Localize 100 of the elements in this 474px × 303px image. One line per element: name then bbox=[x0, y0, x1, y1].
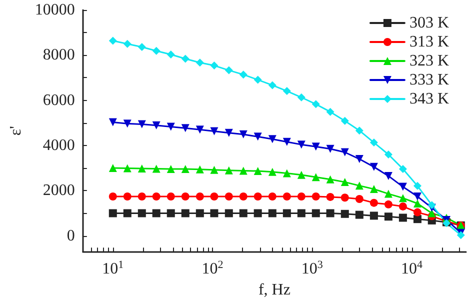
point bbox=[282, 138, 291, 146]
point bbox=[181, 54, 190, 63]
point bbox=[413, 200, 422, 208]
point bbox=[312, 142, 320, 151]
point bbox=[224, 66, 233, 74]
point bbox=[152, 121, 160, 130]
point bbox=[196, 192, 204, 201]
point bbox=[224, 128, 233, 137]
point bbox=[398, 194, 407, 202]
point bbox=[254, 209, 262, 218]
point bbox=[239, 192, 248, 201]
point bbox=[355, 210, 364, 219]
point bbox=[210, 166, 218, 174]
point bbox=[181, 209, 190, 218]
point bbox=[224, 166, 233, 174]
point bbox=[181, 192, 190, 201]
point bbox=[428, 201, 436, 210]
point bbox=[326, 175, 334, 184]
point bbox=[326, 144, 334, 153]
point bbox=[384, 212, 392, 221]
legend-label: 333 K bbox=[409, 72, 450, 88]
point bbox=[181, 164, 190, 173]
legend-label: 343 K bbox=[409, 90, 450, 108]
point bbox=[108, 192, 117, 201]
point bbox=[123, 40, 132, 48]
point bbox=[152, 209, 160, 218]
point bbox=[268, 209, 276, 218]
point bbox=[312, 209, 320, 218]
point bbox=[297, 93, 306, 102]
point bbox=[297, 192, 306, 201]
legend-label: 323 K bbox=[409, 52, 450, 70]
point bbox=[282, 209, 291, 218]
y-axis-title: ε' bbox=[8, 126, 24, 136]
x-axis-title: f, Hz bbox=[258, 282, 290, 298]
point bbox=[138, 209, 146, 218]
point bbox=[340, 210, 349, 218]
point bbox=[152, 164, 160, 173]
point bbox=[268, 81, 276, 90]
point bbox=[413, 192, 422, 201]
point bbox=[355, 194, 364, 203]
point bbox=[239, 130, 248, 138]
point bbox=[282, 169, 291, 178]
point bbox=[312, 192, 320, 201]
point bbox=[413, 215, 422, 224]
point bbox=[108, 209, 117, 218]
point bbox=[384, 190, 392, 198]
point bbox=[384, 200, 392, 208]
point bbox=[254, 132, 262, 141]
point bbox=[355, 155, 364, 164]
point bbox=[398, 182, 407, 191]
y-tick-label: 4000 bbox=[42, 136, 75, 154]
point bbox=[210, 209, 218, 218]
point bbox=[370, 212, 378, 220]
point bbox=[166, 122, 175, 131]
point bbox=[413, 182, 422, 190]
legend-label: 303 K bbox=[409, 14, 450, 32]
point bbox=[370, 198, 378, 207]
point bbox=[268, 192, 276, 201]
point bbox=[152, 192, 160, 201]
point bbox=[254, 192, 262, 201]
point bbox=[312, 100, 320, 108]
point bbox=[166, 164, 175, 173]
point bbox=[297, 209, 306, 218]
point bbox=[413, 208, 422, 216]
point bbox=[254, 76, 262, 84]
point bbox=[370, 138, 378, 147]
point bbox=[108, 36, 117, 45]
point bbox=[312, 173, 320, 182]
point bbox=[326, 192, 334, 201]
point bbox=[254, 166, 262, 175]
point bbox=[123, 192, 132, 201]
point bbox=[210, 127, 218, 136]
point bbox=[196, 126, 204, 134]
point bbox=[297, 170, 306, 179]
point bbox=[370, 162, 378, 171]
point bbox=[355, 182, 364, 190]
point bbox=[196, 58, 204, 67]
point bbox=[355, 126, 364, 135]
point bbox=[398, 214, 407, 222]
point bbox=[123, 164, 132, 172]
point bbox=[210, 62, 218, 70]
point bbox=[268, 168, 276, 176]
point bbox=[138, 192, 146, 201]
point bbox=[166, 192, 175, 201]
point bbox=[181, 124, 190, 132]
point bbox=[282, 87, 291, 96]
point bbox=[138, 43, 146, 52]
point bbox=[138, 120, 146, 128]
point bbox=[123, 209, 132, 218]
point bbox=[196, 165, 204, 174]
point bbox=[326, 108, 334, 116]
point bbox=[210, 192, 218, 201]
point bbox=[108, 118, 117, 126]
point bbox=[166, 50, 175, 58]
point bbox=[152, 46, 160, 55]
point bbox=[138, 164, 146, 173]
y-tick-label: 6000 bbox=[42, 92, 75, 109]
point bbox=[297, 140, 306, 149]
point bbox=[384, 150, 392, 159]
point bbox=[239, 209, 248, 218]
